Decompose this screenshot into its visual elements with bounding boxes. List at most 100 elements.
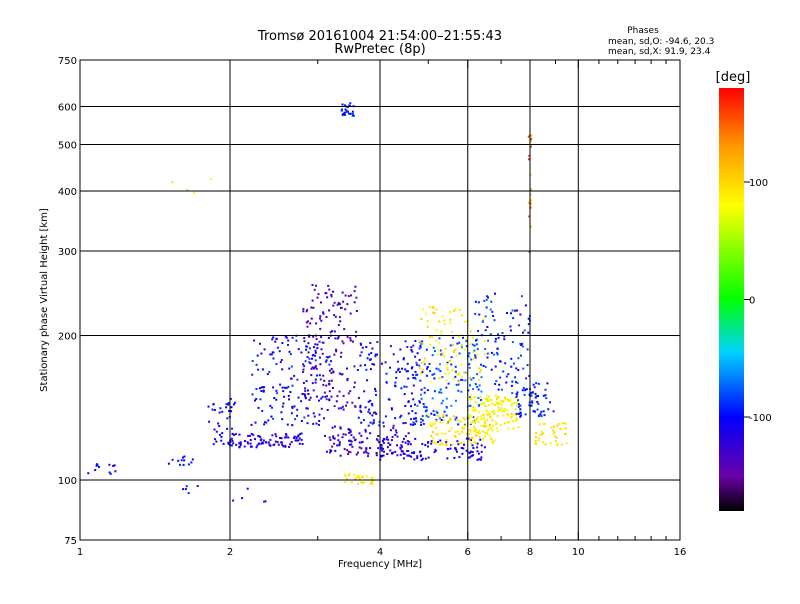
- data-point: [349, 104, 351, 107]
- data-point: [448, 430, 451, 432]
- data-point: [372, 411, 375, 414]
- data-point: [183, 455, 186, 458]
- data-point: [539, 413, 542, 416]
- data-point: [529, 202, 532, 205]
- data-point: [358, 476, 361, 479]
- data-point: [291, 405, 294, 408]
- data-point: [356, 369, 359, 371]
- data-point: [460, 314, 463, 317]
- data-point: [218, 411, 221, 414]
- data-point: [304, 387, 307, 390]
- data-point: [472, 454, 474, 457]
- data-point: [411, 410, 414, 412]
- data-point: [445, 441, 448, 444]
- data-point: [321, 395, 324, 398]
- data-point: [544, 388, 547, 391]
- data-point: [432, 423, 435, 426]
- data-point: [517, 405, 520, 408]
- data-point: [318, 374, 321, 377]
- data-point: [443, 410, 446, 413]
- data-point: [341, 108, 343, 111]
- data-point: [439, 388, 442, 391]
- data-point: [435, 329, 438, 332]
- data-point: [375, 438, 378, 441]
- data-point: [363, 481, 366, 484]
- data-point: [269, 353, 272, 356]
- data-point: [333, 314, 336, 316]
- data-point: [471, 415, 473, 418]
- data-point: [443, 323, 446, 326]
- data-point: [314, 365, 317, 368]
- data-point: [431, 354, 434, 357]
- data-point: [305, 310, 308, 313]
- data-point: [438, 377, 441, 380]
- chart-subtitle: RwPretec (8p): [334, 42, 425, 57]
- data-point: [209, 178, 212, 181]
- data-point: [478, 436, 481, 439]
- data-point: [519, 408, 522, 411]
- data-point: [349, 451, 352, 454]
- data-point: [310, 306, 313, 309]
- data-point: [309, 362, 312, 365]
- data-point: [482, 365, 485, 367]
- data-point: [435, 367, 438, 370]
- data-point: [251, 360, 254, 362]
- data-point: [467, 355, 470, 358]
- data-point: [470, 378, 473, 381]
- data-point: [439, 370, 442, 373]
- y-tick-label: 600: [58, 103, 77, 114]
- data-point: [347, 392, 350, 395]
- data-point: [323, 417, 325, 420]
- data-point: [483, 353, 486, 356]
- data-point: [460, 333, 463, 336]
- data-point: [347, 295, 350, 298]
- data-point: [314, 381, 317, 384]
- data-point: [406, 362, 409, 365]
- data-point: [113, 464, 116, 467]
- data-point: [469, 396, 471, 398]
- data-point: [456, 355, 458, 358]
- data-point: [527, 323, 530, 326]
- data-point: [458, 456, 461, 459]
- data-point: [212, 403, 215, 406]
- data-point: [345, 404, 347, 407]
- data-point: [518, 403, 520, 406]
- data-point: [358, 478, 361, 481]
- data-point: [312, 353, 315, 356]
- data-point: [537, 439, 540, 442]
- data-point: [511, 380, 514, 383]
- data-point: [476, 434, 479, 437]
- data-point: [546, 382, 549, 385]
- data-point: [359, 406, 362, 409]
- data-point: [484, 340, 486, 343]
- data-point: [350, 443, 353, 446]
- data-point: [336, 337, 339, 340]
- data-point: [287, 385, 290, 388]
- data-point: [413, 452, 415, 455]
- data-point: [511, 392, 514, 394]
- data-point: [438, 391, 441, 394]
- data-point: [369, 482, 372, 485]
- data-point: [497, 406, 500, 409]
- data-point: [285, 434, 288, 437]
- data-point: [259, 439, 262, 442]
- data-point: [476, 450, 479, 453]
- data-point: [477, 403, 480, 406]
- data-point: [482, 318, 485, 321]
- data-point: [470, 395, 473, 398]
- data-point: [464, 379, 467, 382]
- data-point: [300, 400, 303, 403]
- data-point: [371, 363, 374, 365]
- data-point: [469, 414, 472, 416]
- data-point: [427, 445, 429, 448]
- data-point: [227, 443, 230, 445]
- data-point: [451, 343, 454, 346]
- data-point: [461, 430, 463, 433]
- data-point: [396, 454, 399, 457]
- data-point: [429, 306, 432, 309]
- data-point: [462, 416, 465, 419]
- data-point: [269, 444, 272, 447]
- data-point: [259, 398, 262, 401]
- data-point: [418, 400, 421, 403]
- data-point: [382, 425, 385, 428]
